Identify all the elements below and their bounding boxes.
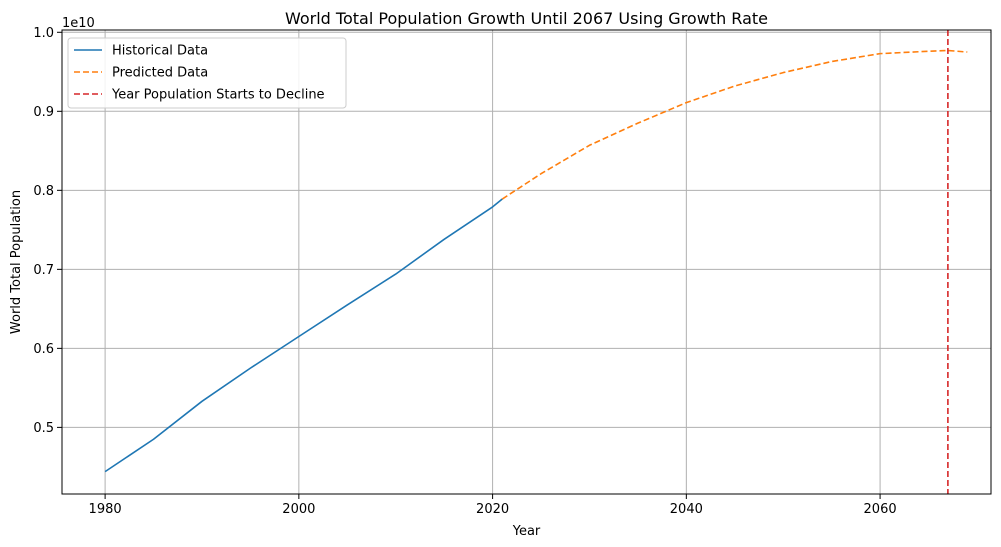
x-tick-label: 2060 — [864, 502, 897, 517]
y-tick-label: 0.9 — [33, 105, 54, 120]
legend: Historical Data Predicted Data Year Popula… — [67, 37, 347, 109]
legend-label: Historical Data — [112, 44, 208, 59]
x-axis-label: Year — [512, 524, 541, 539]
series-line-predicted-data — [501, 49, 968, 200]
plot-frame — [61, 29, 992, 495]
y-tick-label: 0.5 — [33, 421, 54, 436]
axis-ticks: 1980 2000 2020 2040 2060 0.5 0.6 0.7 0.8 0.9 1.0 — [33, 26, 896, 517]
y-tick-label: 0.8 — [33, 184, 54, 199]
legend-label: Predicted Data — [112, 66, 208, 81]
x-tick-label: 1980 — [89, 502, 122, 517]
series-line-historical-data — [104, 198, 503, 473]
grid — [62, 30, 991, 494]
x-tick-label: 2040 — [670, 502, 703, 517]
x-tick-label: 2000 — [282, 502, 315, 517]
y-axis-offset-label: 1e10 — [62, 16, 95, 31]
y-axis-label: World Total Population — [9, 190, 24, 334]
plot-series — [104, 30, 968, 494]
chart-title: World Total Population Growth Until 2067… — [285, 9, 768, 28]
y-tick-label: 0.6 — [33, 342, 54, 357]
legend-label: Year Population Starts to Decline — [111, 88, 325, 103]
legend-box — [67, 37, 347, 109]
y-tick-label: 0.7 — [33, 263, 54, 278]
x-tick-label: 2020 — [476, 502, 509, 517]
y-tick-label: 1.0 — [33, 26, 54, 41]
